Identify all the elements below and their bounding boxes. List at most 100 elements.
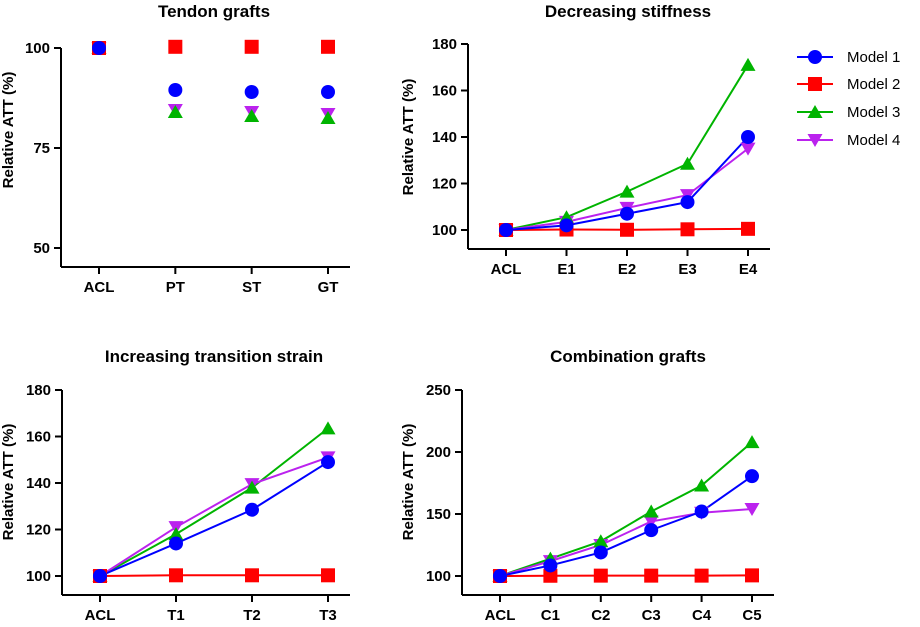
data-point-circle-marker [745, 469, 759, 484]
panel-title: Decreasing stiffness [545, 2, 711, 21]
data-point-square-marker [694, 568, 709, 583]
legend-item-model-1: Model 1 [797, 49, 900, 66]
y-tick-label: 100 [426, 568, 451, 585]
legend-label: Model 4 [847, 132, 900, 149]
data-point-triangle-down-marker [643, 515, 659, 529]
data-point-triangle-down-marker [744, 503, 760, 517]
data-point-circle-marker [245, 502, 259, 517]
x-tick-label: C5 [742, 607, 761, 622]
data-point-square-marker [321, 568, 335, 583]
y-tick-label: 50 [33, 240, 50, 257]
y-tick-label: 100 [26, 568, 51, 585]
legend-label: Model 2 [847, 76, 900, 93]
triangle-up-marker-icon [807, 105, 823, 118]
x-tick-label: E2 [618, 261, 636, 278]
data-point-square-marker [741, 221, 755, 236]
data-point-triangle-up-marker [619, 184, 635, 198]
y-tick-label: 120 [432, 176, 457, 193]
x-tick-label: ACL [491, 261, 522, 278]
y-tick-label: 100 [25, 40, 50, 57]
x-tick-label: E1 [557, 261, 575, 278]
data-point-circle-marker [741, 130, 755, 144]
data-point-circle-marker [499, 223, 513, 237]
data-point-square-marker [680, 222, 695, 237]
square-marker-icon [808, 77, 822, 91]
data-point-circle-marker [321, 85, 335, 99]
legend-label: Model 3 [847, 104, 900, 121]
plot-area: 100 120 140 160 180 ACL E1 E2 E3 E4 [432, 36, 770, 278]
data-point-square-marker [244, 39, 259, 54]
series-line-model-1 [99, 461, 329, 577]
data-point-circle-marker [244, 85, 259, 99]
panel-title: Combination grafts [550, 347, 706, 366]
legend: Model 1 Model 2 Model 3 Model 4 [797, 49, 900, 149]
data-point-triangle-up-marker [168, 527, 184, 541]
x-tick-label: T2 [243, 607, 261, 622]
y-tick-label: 160 [26, 429, 51, 446]
data-point-square-marker [168, 39, 183, 54]
series-line-model-4 [499, 508, 753, 577]
data-point-square-marker [593, 568, 608, 583]
data-point-triangle-up-marker [643, 504, 659, 518]
data-point-circle-marker [694, 504, 709, 519]
data-point-triangle-up-marker [244, 109, 260, 122]
panel-title: Increasing transition strain [105, 347, 323, 366]
y-tick-label: 150 [426, 506, 451, 523]
data-point-circle-marker [543, 558, 558, 573]
x-tick-label: T1 [167, 607, 185, 622]
y-tick-label: 250 [426, 382, 451, 399]
y-tick-label: 140 [26, 475, 51, 492]
data-point-circle-marker [92, 41, 106, 55]
y-tick-label: 140 [432, 129, 457, 146]
series-line-model-4 [99, 456, 329, 577]
y-tick-label: 100 [432, 222, 457, 239]
x-tick-label: ST [242, 279, 261, 296]
x-tick-label: E4 [739, 261, 758, 278]
data-point-circle-marker [493, 569, 507, 583]
x-tick-label: C2 [591, 607, 610, 622]
data-point-circle-marker [644, 523, 659, 538]
x-tick-label: C3 [642, 607, 661, 622]
data-point-triangle-up-marker [320, 111, 336, 124]
legend-item-model-3: Model 3 [797, 104, 900, 121]
data-point-circle-marker [593, 545, 608, 560]
panel-increasing-transition-strain: Increasing transition strain Relative AT… [0, 347, 350, 624]
x-tick-label: E3 [678, 261, 696, 278]
x-tick-label: PT [166, 279, 185, 296]
y-tick-label: 180 [26, 382, 51, 399]
data-point-square-marker [620, 222, 634, 237]
data-point-circle-marker [559, 218, 574, 233]
circle-marker-icon [808, 50, 822, 64]
x-tick-label: ACL [485, 607, 516, 622]
x-tick-label: ACL [84, 279, 115, 296]
data-point-circle-marker [168, 83, 183, 97]
y-axis-label: Relative ATT (%) [400, 79, 417, 196]
legend-item-model-4: Model 4 [797, 132, 900, 149]
data-point-triangle-up-marker [680, 156, 695, 170]
data-point-triangle-up-marker [694, 478, 710, 492]
data-point-circle-marker [680, 195, 695, 210]
triangle-down-marker-icon [807, 134, 823, 147]
x-tick-label: T3 [319, 607, 337, 622]
y-axis-label: Relative ATT (%) [400, 424, 417, 541]
data-point-circle-marker [620, 206, 634, 221]
data-point-square-marker [321, 39, 335, 54]
data-point-triangle-down-marker [740, 142, 756, 156]
y-axis-label: Relative ATT (%) [0, 72, 17, 189]
x-tick-label: C4 [692, 607, 712, 622]
y-tick-label: 160 [432, 83, 457, 100]
data-point-triangle-up-marker [167, 105, 183, 118]
data-point-triangle-up-marker [593, 534, 609, 548]
plot-area: 50 75 100 ACL PT ST GT [25, 39, 350, 296]
panel-tendon-grafts: Tendon grafts Relative ATT (%) 50 75 100 AC… [0, 2, 350, 296]
series-line-model-2 [99, 574, 328, 577]
series-line-model-3 [99, 427, 329, 577]
y-tick-label: 180 [432, 36, 457, 53]
panel-combination-grafts: Combination grafts Relative ATT (%) 100 1… [400, 347, 774, 624]
data-point-square-marker [644, 568, 659, 583]
x-tick-label: GT [318, 279, 339, 296]
data-point-triangle-up-marker [740, 57, 756, 71]
series-line-model-3 [499, 441, 753, 577]
data-point-square-marker [245, 568, 259, 583]
data-point-triangle-up-marker [744, 435, 760, 449]
